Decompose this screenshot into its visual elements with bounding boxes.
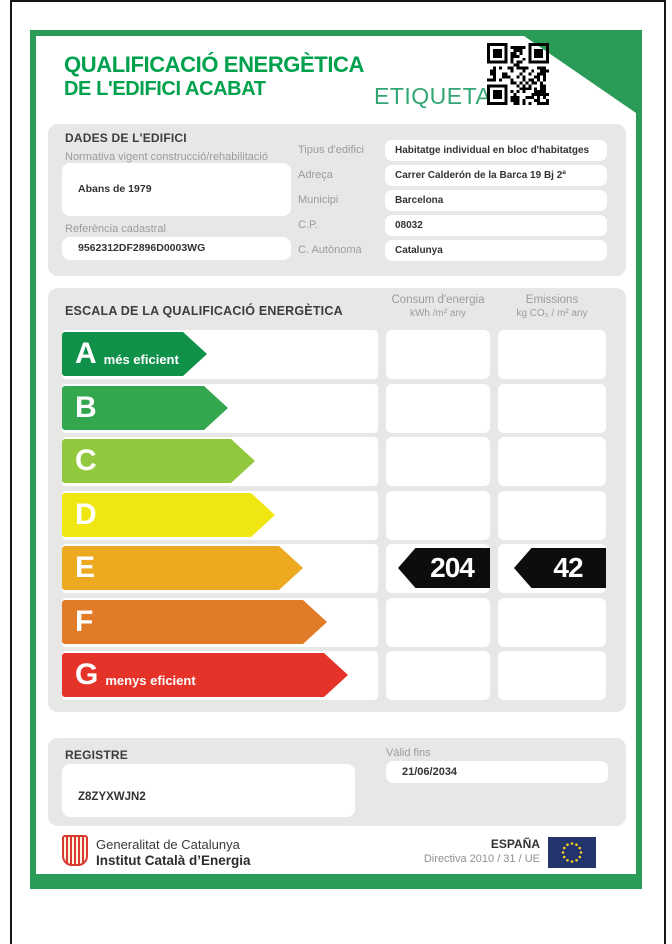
valid-until-value: 21/06/2034 xyxy=(386,761,608,783)
rating-bar-c: C xyxy=(62,439,255,483)
certificate-frame: QUALIFICACIÓ ENERGÈTICA DE L'EDIFICI ACA… xyxy=(30,30,642,889)
rating-letter: D xyxy=(75,498,97,531)
page-title-line2: DE L'EDIFICI ACABAT xyxy=(64,78,266,100)
rating-letter: F xyxy=(75,605,94,638)
rating-note: més eficient xyxy=(103,352,179,367)
registry-panel: REGISTRE Z8ZYXWJN2 Vàlid fins 21/06/2034 xyxy=(48,738,626,826)
rating-row-b: B xyxy=(48,384,626,433)
rating-bar-g: G menys eficient xyxy=(62,653,348,697)
qr-code-icon xyxy=(487,43,549,105)
rating-track: B xyxy=(62,384,378,433)
rating-bar-d: D xyxy=(62,493,275,537)
field-label: Tipus d'edifici xyxy=(298,144,364,156)
consum-value-marker: 204 xyxy=(398,548,490,588)
field-value: Barcelona xyxy=(385,190,607,211)
normativa-value: Abans de 1979 xyxy=(62,163,291,216)
consum-cell xyxy=(386,651,490,700)
rating-bar-b: B xyxy=(62,386,228,430)
consum-cell xyxy=(386,437,490,486)
rating-bar-f: F xyxy=(62,600,327,644)
field-value: Catalunya xyxy=(385,240,607,261)
consum-cell xyxy=(386,598,490,647)
field-label: Municipi xyxy=(298,194,339,206)
emissions-value-marker: 42 xyxy=(514,548,606,588)
emissions-cell xyxy=(498,437,606,486)
valid-until-label: Vàlid fins xyxy=(386,747,431,759)
directive-label: Directiva 2010 / 31 / UE xyxy=(423,853,540,865)
etiqueta-label: ETIQUETA xyxy=(374,83,492,109)
building-data-panel: DADES DE L'EDIFICI Normativa vigent cons… xyxy=(48,124,626,276)
section-title: REGISTRE xyxy=(65,748,128,762)
rating-track: G menys eficient xyxy=(62,651,378,700)
rating-row-f: F xyxy=(48,598,626,647)
field-value: 08032 xyxy=(385,215,607,236)
rating-row-a: A més eficient xyxy=(48,330,626,379)
consum-cell: 204 xyxy=(386,544,490,593)
emissions-column-header: Emissions kg CO₂ / m² any xyxy=(516,294,588,319)
consum-column-header: Consum d'energia kWh /m² any xyxy=(391,294,485,319)
rating-row-e: E 204 42 xyxy=(48,544,626,593)
field-value: Carrer Calderón de la Barca 19 Bj 2ª xyxy=(385,165,607,186)
emissions-cell: 42 xyxy=(498,544,606,593)
emissions-cell xyxy=(498,651,606,700)
rating-row-d: D xyxy=(48,491,626,540)
rating-row-g: G menys eficient xyxy=(48,651,626,700)
section-title: DADES DE L'EDIFICI xyxy=(65,131,187,145)
emissions-value: 42 xyxy=(553,552,583,583)
scan-page-border xyxy=(10,0,666,944)
rating-bar-e: E xyxy=(62,546,303,590)
rating-row-c: C xyxy=(48,437,626,486)
referencia-value: 9562312DF2896D0003WG xyxy=(62,237,291,260)
referencia-label: Referència cadastral xyxy=(65,223,166,235)
field-label: C. Autònoma xyxy=(298,244,362,256)
rating-note: menys eficient xyxy=(105,673,196,688)
eu-flag-icon xyxy=(548,837,596,868)
rating-bar-a: A més eficient xyxy=(62,332,207,376)
consum-cell xyxy=(386,491,490,540)
rating-track: D xyxy=(62,491,378,540)
institute-name: Institut Català d’Energia xyxy=(96,853,251,868)
rating-letter: A xyxy=(75,337,97,370)
generalitat-logo-icon xyxy=(62,835,88,866)
organization-name: Generalitat de Catalunya xyxy=(96,837,240,852)
page-title-line1: QUALIFICACIÓ ENERGÈTICA xyxy=(64,52,365,77)
field-label: C.P. xyxy=(298,219,318,231)
consum-value: 204 xyxy=(430,552,475,583)
field-value: Habitatge individual en bloc d'habitatge… xyxy=(385,140,607,161)
rating-letter: E xyxy=(75,551,96,584)
rating-track: E xyxy=(62,544,378,593)
consum-cell xyxy=(386,384,490,433)
rating-track: F xyxy=(62,598,378,647)
rating-letter: G xyxy=(75,658,99,691)
emissions-cell xyxy=(498,598,606,647)
rating-letter: C xyxy=(75,444,97,477)
emissions-cell xyxy=(498,491,606,540)
rating-track: C xyxy=(62,437,378,486)
consum-cell xyxy=(386,330,490,379)
organization-block: Generalitat de Catalunya Institut Català… xyxy=(96,837,251,868)
emissions-cell xyxy=(498,330,606,379)
energy-scale-panel: ESCALA DE LA QUALIFICACIÓ ENERGÈTICA Con… xyxy=(48,288,626,712)
normativa-label: Normativa vigent construcció/rehabilitac… xyxy=(65,151,268,163)
emissions-cell xyxy=(498,384,606,433)
rating-letter: B xyxy=(75,391,97,424)
rating-track: A més eficient xyxy=(62,330,378,379)
section-title: ESCALA DE LA QUALIFICACIÓ ENERGÈTICA xyxy=(65,304,343,318)
registry-value: Z8ZYXWJN2 xyxy=(62,764,355,817)
field-label: Adreça xyxy=(298,169,333,181)
country-label: ESPAÑA xyxy=(490,837,540,851)
country-block: ESPAÑA Directiva 2010 / 31 / UE xyxy=(424,837,540,865)
